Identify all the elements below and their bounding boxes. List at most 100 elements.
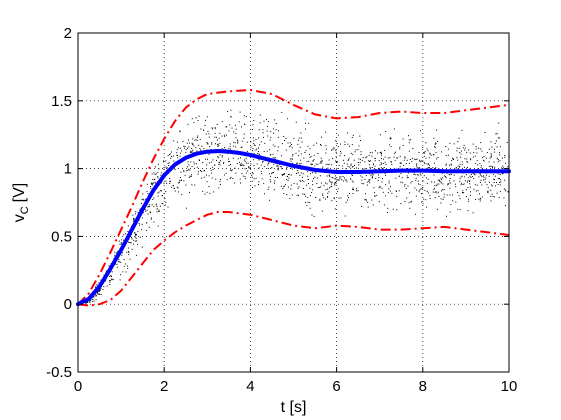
sample-dot xyxy=(372,163,374,165)
sample-dot xyxy=(350,163,352,165)
sample-dot xyxy=(123,259,125,261)
sample-dot xyxy=(203,129,205,131)
sample-dot xyxy=(274,119,276,121)
sample-dot xyxy=(496,133,498,135)
sample-dot xyxy=(336,143,338,144)
sample-dot xyxy=(308,160,310,162)
sample-dot xyxy=(325,198,326,200)
sample-dot xyxy=(180,152,181,154)
sample-dot xyxy=(303,157,305,159)
sample-dot xyxy=(368,180,370,182)
sample-dot xyxy=(221,121,223,123)
sample-dot xyxy=(408,150,410,152)
sample-dot xyxy=(492,173,494,175)
sample-dot xyxy=(328,163,330,165)
sample-dot xyxy=(390,186,391,188)
sample-dot xyxy=(438,191,439,193)
sample-dot xyxy=(223,163,225,164)
sample-dot xyxy=(302,188,304,189)
sample-dot xyxy=(312,184,314,186)
sample-dot xyxy=(96,284,98,286)
sample-dot xyxy=(427,163,429,165)
sample-dot xyxy=(264,142,266,144)
sample-dot xyxy=(206,181,208,183)
sample-dot xyxy=(206,142,208,143)
sample-dot xyxy=(335,140,337,142)
sample-dot xyxy=(481,168,483,170)
sample-dot xyxy=(504,179,506,181)
sample-dot xyxy=(438,195,440,197)
sample-dot xyxy=(435,167,437,169)
sample-dot xyxy=(212,159,214,161)
sample-dot xyxy=(379,164,381,166)
sample-dot xyxy=(228,158,229,160)
sample-dot xyxy=(379,185,381,187)
sample-dot xyxy=(493,178,495,180)
sample-dot xyxy=(129,258,131,260)
sample-dot xyxy=(169,153,171,155)
sample-dot xyxy=(148,226,150,228)
sample-dot xyxy=(497,178,499,179)
sample-dot xyxy=(321,162,323,164)
sample-dot xyxy=(427,167,429,169)
sample-dot xyxy=(313,144,315,146)
sample-dot xyxy=(253,140,255,142)
sample-dot xyxy=(487,187,489,189)
sample-dot xyxy=(296,173,297,175)
sample-dot xyxy=(321,210,323,212)
sample-dot xyxy=(229,160,231,162)
sample-dot xyxy=(412,147,414,149)
sample-dot xyxy=(196,137,198,138)
sample-dot xyxy=(158,211,160,212)
sample-dot xyxy=(291,147,293,149)
sample-dot xyxy=(498,122,500,124)
sample-dot xyxy=(335,160,337,162)
sample-dot xyxy=(281,143,283,145)
sample-dot xyxy=(474,184,476,186)
sample-dot xyxy=(484,179,486,181)
sample-dot xyxy=(315,172,317,174)
sample-dot xyxy=(130,242,132,244)
sample-dot xyxy=(166,182,168,184)
sample-dot xyxy=(317,153,319,154)
sample-dot xyxy=(146,222,148,224)
sample-dot xyxy=(281,166,283,168)
sample-dot xyxy=(322,166,324,168)
sample-dot xyxy=(131,248,133,250)
sample-dot xyxy=(315,197,317,198)
sample-dot xyxy=(158,209,160,211)
series-layer xyxy=(76,89,511,307)
sample-dot xyxy=(404,201,406,202)
sample-dot xyxy=(449,194,451,196)
sample-dot xyxy=(155,173,157,175)
sample-dot xyxy=(310,164,312,166)
sample-dot xyxy=(193,122,195,124)
sample-dot xyxy=(406,159,408,161)
sample-dot xyxy=(244,176,246,178)
sample-dot xyxy=(399,155,401,157)
sample-dot xyxy=(187,147,189,149)
sample-dot xyxy=(408,139,410,141)
sample-dot xyxy=(433,137,435,139)
sample-dot xyxy=(360,154,362,156)
y-tick-label: 0 xyxy=(64,296,72,313)
sample-dot xyxy=(408,162,410,164)
sample-dot xyxy=(109,284,111,285)
sample-dot xyxy=(275,163,277,165)
sample-dot xyxy=(283,136,285,137)
sample-dot xyxy=(494,148,495,150)
sample-dot xyxy=(146,209,148,211)
sample-dot xyxy=(430,154,432,156)
sample-dot xyxy=(483,176,485,178)
sample-dot xyxy=(263,120,265,122)
sample-dot xyxy=(239,161,240,163)
sample-dot xyxy=(476,160,478,162)
sample-dot xyxy=(348,145,350,147)
sample-dot xyxy=(500,179,501,181)
sample-dot xyxy=(328,191,330,193)
sample-dot xyxy=(463,192,465,194)
sample-dot xyxy=(307,145,309,147)
sample-dot xyxy=(164,204,166,206)
sample-dot xyxy=(387,207,389,209)
sample-dot xyxy=(371,155,373,157)
